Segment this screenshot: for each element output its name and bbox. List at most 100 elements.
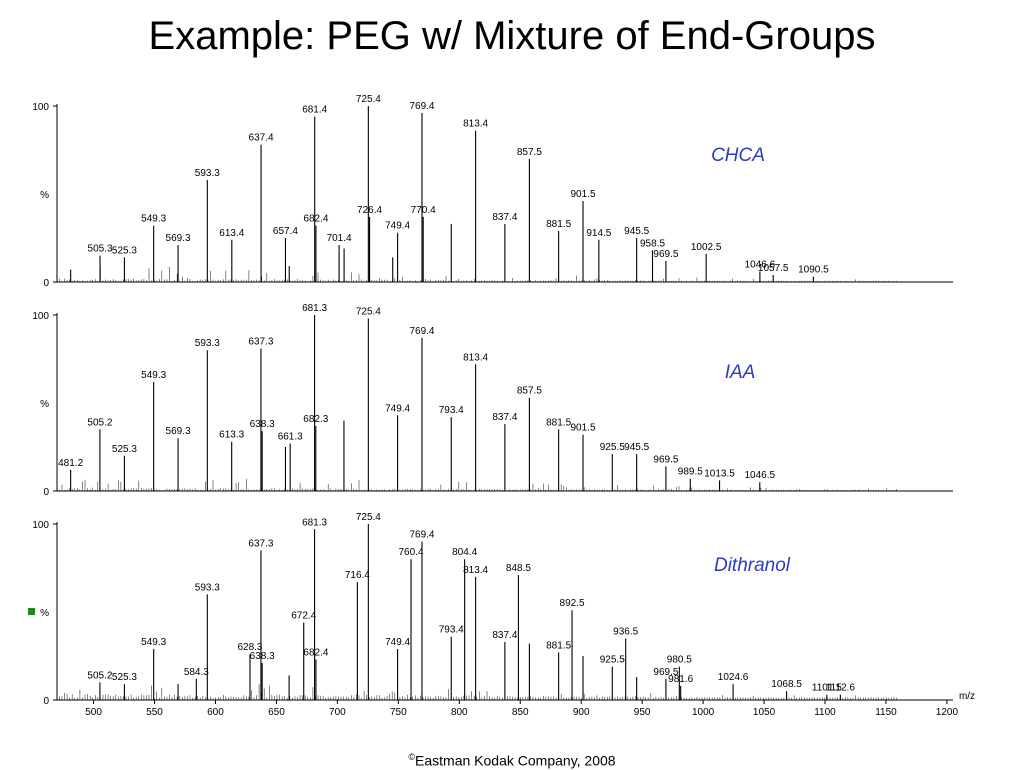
peak-label: 682.3 <box>303 414 328 425</box>
x-tick-label: 550 <box>146 707 163 718</box>
peak-label: 657.4 <box>273 226 298 237</box>
peak-label: 569.3 <box>166 426 191 437</box>
peak-label: 813.4 <box>463 565 488 576</box>
peak-label: 1013.5 <box>704 468 735 479</box>
peak-label: 505.2 <box>87 417 112 428</box>
peak-label: 638.3 <box>250 651 275 662</box>
peak-label: 637.3 <box>248 538 273 549</box>
x-tick-label: 650 <box>268 707 285 718</box>
x-tick-label: 900 <box>573 707 590 718</box>
x-tick-label: 700 <box>329 707 346 718</box>
peak-label: 760.4 <box>398 547 423 558</box>
peak-label: 769.4 <box>409 101 434 112</box>
peak-label: 505.2 <box>87 670 112 681</box>
y-axis-label: % <box>40 399 49 410</box>
y-axis-label: % <box>40 608 49 619</box>
matrix-label: CHCA <box>711 145 765 166</box>
copyright-footer: ©Eastman Kodak Company, 2008 <box>0 748 1024 770</box>
x-tick-label: 1050 <box>753 707 776 718</box>
spectrum-baseline-noise <box>59 266 897 282</box>
x-tick-label: 800 <box>451 707 468 718</box>
peak-label: 857.5 <box>517 147 542 158</box>
peak-label: 945.5 <box>624 226 649 237</box>
peak-label: 980.5 <box>667 655 692 666</box>
slide-title: Example: PEG w/ Mixture of End-Groups <box>148 14 876 58</box>
x-axis-label: m/z <box>959 691 975 702</box>
peak-label: 1090.5 <box>798 265 829 276</box>
peak-label: 613.3 <box>219 430 244 441</box>
peak-label: 569.3 <box>166 233 191 244</box>
peak-label: 1002.5 <box>691 242 722 253</box>
peak-label: 769.4 <box>409 326 434 337</box>
peak-label: 881.5 <box>546 417 571 428</box>
peak-label: 593.3 <box>195 338 220 349</box>
peak-label: 725.4 <box>356 94 381 105</box>
peak-label: 725.4 <box>356 307 381 318</box>
peak-label: 505.3 <box>88 244 113 255</box>
copyright-symbol: © <box>408 752 416 762</box>
peak-label: 925.5 <box>600 442 625 453</box>
y-tick-label: 0 <box>43 696 49 707</box>
peak-label: 549.3 <box>141 370 166 381</box>
peak-label: 637.4 <box>249 133 274 144</box>
y-tick-label: 100 <box>32 311 49 322</box>
peak-label: 549.3 <box>141 637 166 648</box>
peak-label: 901.5 <box>571 189 596 200</box>
peak-label: 681.3 <box>302 517 327 528</box>
peak-label: 672.4 <box>291 611 316 622</box>
peak-label: 813.4 <box>463 119 488 130</box>
peak-label: 945.5 <box>624 442 649 453</box>
peak-label: 716.4 <box>345 570 370 581</box>
peak-label: 925.5 <box>600 655 625 666</box>
peak-label: 881.5 <box>546 640 571 651</box>
peak-label: 682.4 <box>303 214 328 225</box>
peak-label: 613.4 <box>219 228 244 239</box>
peak-label: 661.3 <box>278 431 303 442</box>
peak-label: 628.3 <box>237 642 262 653</box>
peak-label: 848.5 <box>506 563 531 574</box>
y-tick-label: 100 <box>32 102 49 113</box>
peak-label: 749.4 <box>385 637 410 648</box>
peak-label: 981.6 <box>668 674 693 685</box>
spectrum-baseline-noise <box>59 684 897 700</box>
spectrum-baseline-noise <box>59 479 897 491</box>
peak-label: 881.5 <box>546 219 571 230</box>
peak-label: 969.5 <box>653 249 678 260</box>
peak-label: 958.5 <box>640 238 665 249</box>
peak-label: 969.5 <box>653 667 678 678</box>
peak-label: 681.4 <box>302 105 327 116</box>
x-tick-label: 600 <box>207 707 224 718</box>
peak-label: 525.3 <box>112 245 137 256</box>
peak-label: 749.4 <box>385 221 410 232</box>
peak-label: 584.3 <box>184 667 209 678</box>
peak-label: 793.4 <box>439 405 464 416</box>
peak-label: 770.4 <box>411 205 436 216</box>
y-axis-label: % <box>40 190 49 201</box>
peak-label: 1101.5 <box>812 683 842 694</box>
peak-label: 593.3 <box>195 582 220 593</box>
peak-label: 1046.5 <box>744 470 775 481</box>
peak-label: 726.4 <box>357 205 382 216</box>
legend-marker-icon <box>28 608 35 615</box>
y-tick-label: 0 <box>43 487 49 498</box>
peak-label: 593.3 <box>195 168 220 179</box>
x-tick-label: 1200 <box>936 707 959 718</box>
peak-label: 549.3 <box>141 214 166 225</box>
peak-label: 857.5 <box>517 386 542 397</box>
peak-label: 1057.5 <box>758 263 789 274</box>
peak-label: 1046.6 <box>745 259 776 270</box>
peak-label: 936.5 <box>613 626 638 637</box>
peak-label: 525.3 <box>112 672 137 683</box>
peak-label: 1068.5 <box>771 679 802 690</box>
y-tick-label: 100 <box>32 520 49 531</box>
peak-label: 813.4 <box>463 352 488 363</box>
peak-label: 682.4 <box>303 648 328 659</box>
peak-label: 681.3 <box>302 303 327 314</box>
peak-label: 1112.6 <box>826 683 856 694</box>
copyright-text: Eastman Kodak Company, 2008 <box>415 752 616 769</box>
peak-label: 914.5 <box>586 228 611 239</box>
peak-label: 901.5 <box>571 423 596 434</box>
peak-label: 804.4 <box>452 547 477 558</box>
x-tick-label: 1000 <box>692 707 715 718</box>
